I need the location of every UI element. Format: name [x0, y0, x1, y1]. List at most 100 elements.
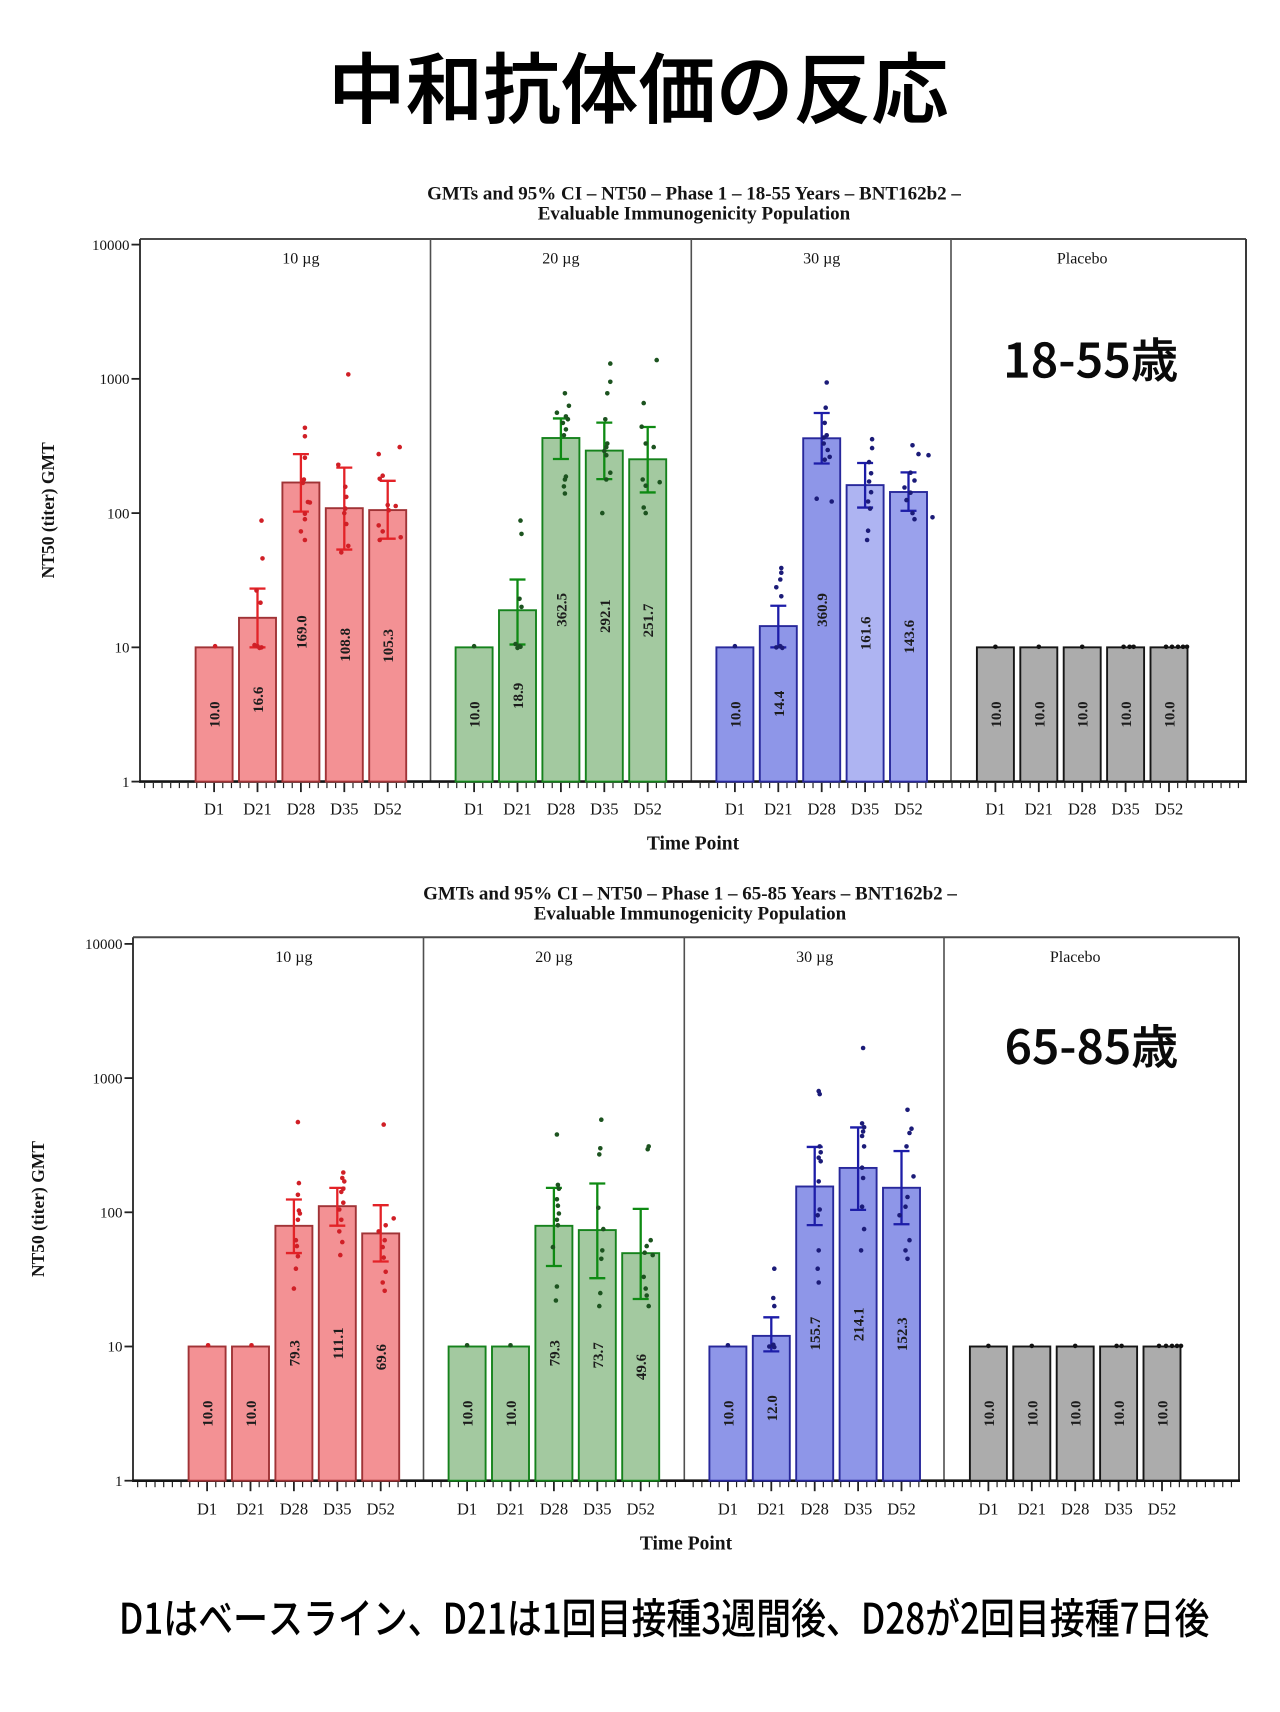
svg-text:152.3: 152.3 — [895, 1317, 911, 1351]
svg-text:Evaluable Immunogenicity Popul: Evaluable Immunogenicity Population — [534, 904, 847, 925]
svg-text:D1: D1 — [725, 800, 745, 819]
svg-text:10.0: 10.0 — [1032, 701, 1048, 727]
svg-text:10: 10 — [108, 1340, 123, 1356]
svg-text:161.6: 161.6 — [859, 616, 875, 650]
svg-text:D28: D28 — [1068, 800, 1096, 819]
svg-text:10.0: 10.0 — [982, 1400, 998, 1426]
svg-text:111.1: 111.1 — [331, 1327, 347, 1359]
svg-text:D52: D52 — [366, 1500, 394, 1519]
svg-text:D28: D28 — [280, 1500, 308, 1519]
svg-text:D28: D28 — [540, 1500, 568, 1519]
svg-text:100: 100 — [107, 506, 130, 522]
svg-text:D1: D1 — [985, 800, 1005, 819]
svg-text:D21: D21 — [757, 1500, 785, 1519]
svg-text:79.3: 79.3 — [547, 1340, 563, 1366]
svg-text:NT50 (titer) GMT: NT50 (titer) GMT — [28, 1141, 48, 1277]
svg-text:1: 1 — [122, 775, 130, 791]
svg-text:D52: D52 — [894, 800, 922, 819]
svg-text:10.0: 10.0 — [1069, 1400, 1085, 1426]
svg-text:360.9: 360.9 — [815, 593, 831, 627]
svg-text:79.3: 79.3 — [287, 1340, 303, 1366]
svg-text:D52: D52 — [633, 800, 661, 819]
svg-text:D35: D35 — [590, 800, 618, 819]
svg-text:20 µg: 20 µg — [535, 949, 572, 966]
svg-text:D28: D28 — [807, 800, 835, 819]
svg-text:D35: D35 — [844, 1500, 872, 1519]
svg-text:D35: D35 — [323, 1500, 351, 1519]
svg-text:D1: D1 — [204, 800, 224, 819]
svg-text:10.0: 10.0 — [1025, 1400, 1041, 1426]
svg-text:D28: D28 — [287, 800, 315, 819]
svg-text:D28: D28 — [1061, 1500, 1089, 1519]
svg-text:10.0: 10.0 — [721, 1400, 737, 1426]
svg-text:D28: D28 — [547, 800, 575, 819]
svg-text:D35: D35 — [583, 1500, 611, 1519]
svg-text:GMTs and 95% CI – NT50 – Phase: GMTs and 95% CI – NT50 – Phase 1 – 18-55… — [427, 184, 961, 205]
svg-text:292.1: 292.1 — [598, 599, 614, 633]
svg-text:Evaluable Immunogenicity Popul: Evaluable Immunogenicity Population — [538, 204, 851, 225]
svg-text:D52: D52 — [373, 800, 401, 819]
svg-text:16.6: 16.6 — [251, 686, 267, 713]
svg-text:GMTs and 95% CI – NT50 – Phase: GMTs and 95% CI – NT50 – Phase 1 – 65-85… — [423, 884, 957, 905]
svg-text:D1: D1 — [464, 800, 484, 819]
svg-text:10000: 10000 — [92, 238, 130, 254]
svg-text:D21: D21 — [496, 1500, 524, 1519]
svg-text:214.1: 214.1 — [852, 1307, 868, 1341]
svg-text:D1: D1 — [457, 1500, 477, 1519]
svg-text:10.0: 10.0 — [504, 1400, 520, 1426]
svg-text:1000: 1000 — [100, 372, 130, 388]
svg-text:20 µg: 20 µg — [542, 251, 579, 268]
svg-text:49.6: 49.6 — [634, 1353, 650, 1380]
svg-text:69.6: 69.6 — [374, 1343, 390, 1370]
svg-text:10.0: 10.0 — [728, 701, 744, 727]
svg-text:10.0: 10.0 — [468, 701, 484, 727]
svg-text:10 µg: 10 µg — [282, 251, 319, 268]
svg-text:Time Point: Time Point — [647, 834, 740, 855]
svg-text:D52: D52 — [887, 1500, 915, 1519]
svg-text:D21: D21 — [243, 800, 271, 819]
svg-text:D1: D1 — [718, 1500, 738, 1519]
svg-text:105.3: 105.3 — [381, 629, 397, 663]
svg-text:73.7: 73.7 — [591, 1342, 607, 1369]
svg-text:D35: D35 — [1104, 1500, 1132, 1519]
svg-text:251.7: 251.7 — [641, 603, 657, 637]
svg-text:D52: D52 — [1155, 800, 1183, 819]
svg-text:10.0: 10.0 — [201, 1400, 217, 1426]
svg-text:D35: D35 — [1111, 800, 1139, 819]
svg-text:362.5: 362.5 — [554, 593, 570, 627]
svg-text:108.8: 108.8 — [338, 628, 354, 662]
svg-text:10.0: 10.0 — [989, 701, 1005, 727]
svg-text:D52: D52 — [626, 1500, 654, 1519]
svg-text:D35: D35 — [851, 800, 879, 819]
svg-text:10.0: 10.0 — [461, 1400, 477, 1426]
svg-text:Placebo: Placebo — [1050, 949, 1101, 966]
svg-text:D21: D21 — [503, 800, 531, 819]
svg-text:169.0: 169.0 — [294, 615, 310, 649]
svg-text:10: 10 — [115, 641, 130, 657]
svg-text:10.0: 10.0 — [244, 1400, 260, 1426]
svg-text:30 µg: 30 µg — [803, 251, 840, 268]
svg-text:155.7: 155.7 — [808, 1316, 824, 1350]
svg-text:D35: D35 — [330, 800, 358, 819]
svg-text:10.0: 10.0 — [1112, 1400, 1128, 1426]
svg-text:10.0: 10.0 — [208, 701, 224, 727]
svg-text:143.6: 143.6 — [902, 619, 918, 653]
svg-text:1000: 1000 — [93, 1071, 123, 1087]
svg-text:12.0: 12.0 — [765, 1395, 781, 1421]
svg-text:D1: D1 — [197, 1500, 217, 1519]
svg-text:10 µg: 10 µg — [275, 949, 312, 966]
svg-text:10.0: 10.0 — [1119, 701, 1135, 727]
svg-text:D21: D21 — [764, 800, 792, 819]
svg-text:18.9: 18.9 — [511, 683, 527, 709]
svg-text:NT50 (titer) GMT: NT50 (titer) GMT — [38, 442, 58, 578]
svg-text:10.0: 10.0 — [1156, 1400, 1172, 1426]
svg-text:30 µg: 30 µg — [796, 949, 833, 966]
svg-text:D1: D1 — [978, 1500, 998, 1519]
svg-text:Time Point: Time Point — [640, 1534, 733, 1555]
svg-text:D21: D21 — [1025, 800, 1053, 819]
svg-text:100: 100 — [100, 1206, 123, 1222]
svg-text:14.4: 14.4 — [772, 690, 788, 717]
svg-text:10.0: 10.0 — [1163, 701, 1179, 727]
svg-text:D21: D21 — [1018, 1500, 1046, 1519]
svg-text:Placebo: Placebo — [1057, 251, 1108, 268]
